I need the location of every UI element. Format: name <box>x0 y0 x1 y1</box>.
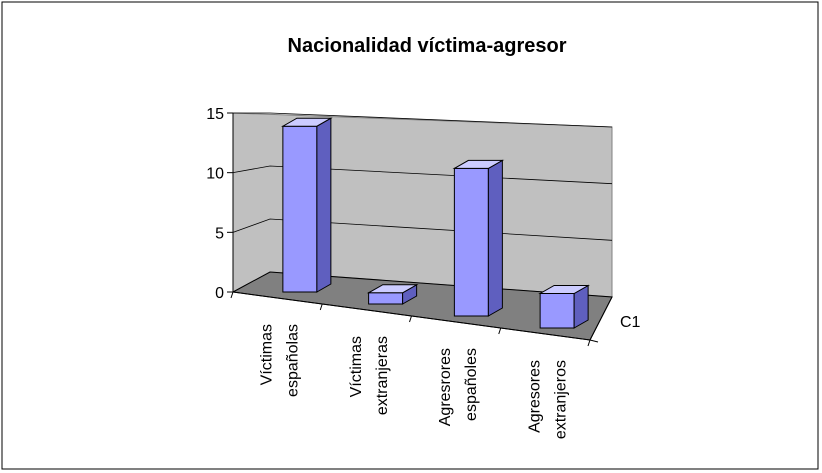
x-tick-label-line: Víctimas <box>348 336 365 397</box>
x-tick-label-line: españolas <box>285 324 302 397</box>
bar <box>452 159 505 317</box>
x-tick <box>409 315 412 323</box>
depth-tick <box>589 339 599 343</box>
bar-top <box>280 117 333 127</box>
y-tick-label: 0 <box>215 285 224 302</box>
y-tick-label: 10 <box>206 166 224 183</box>
bar-side <box>487 159 503 317</box>
x-tick-label-line: Agresrores <box>437 348 454 426</box>
grid-line <box>233 112 613 128</box>
x-tick <box>587 339 591 347</box>
x-tick-label-line: Agresores <box>526 360 543 433</box>
x-tick-label-line: extranjeras <box>374 336 391 415</box>
y-tick-label: 5 <box>215 225 224 242</box>
x-tick-label-line: españoles <box>463 348 480 421</box>
x-tick-label: Agresrores españoles <box>437 348 480 426</box>
series-label: C1 <box>620 314 641 331</box>
bar <box>538 284 591 329</box>
bar-side <box>316 117 332 293</box>
bar-top <box>452 159 505 169</box>
bar <box>366 283 419 305</box>
chart-title: Nacionalidad víctima-agresor <box>288 35 567 57</box>
x-tick <box>319 303 323 311</box>
x-tick-label: Víctimas extranjeras <box>348 336 391 415</box>
x-tick <box>230 291 234 299</box>
x-tick <box>498 327 502 335</box>
x-tick-label-line: Víctimas <box>259 324 276 385</box>
x-tick-label: Agresores extranjeros <box>526 360 569 439</box>
depth-axis <box>589 296 613 341</box>
bar <box>280 117 333 293</box>
bar-top <box>366 284 419 294</box>
bar-front <box>368 292 404 305</box>
y-tick-label: 15 <box>206 106 224 123</box>
bar-front <box>453 167 489 317</box>
bar-front <box>539 292 575 329</box>
bar-top <box>538 284 591 294</box>
x-tick-label: Víctimas españolas <box>259 324 302 397</box>
x-tick-label-line: extranjeros <box>552 360 569 439</box>
bar-front <box>282 125 318 293</box>
